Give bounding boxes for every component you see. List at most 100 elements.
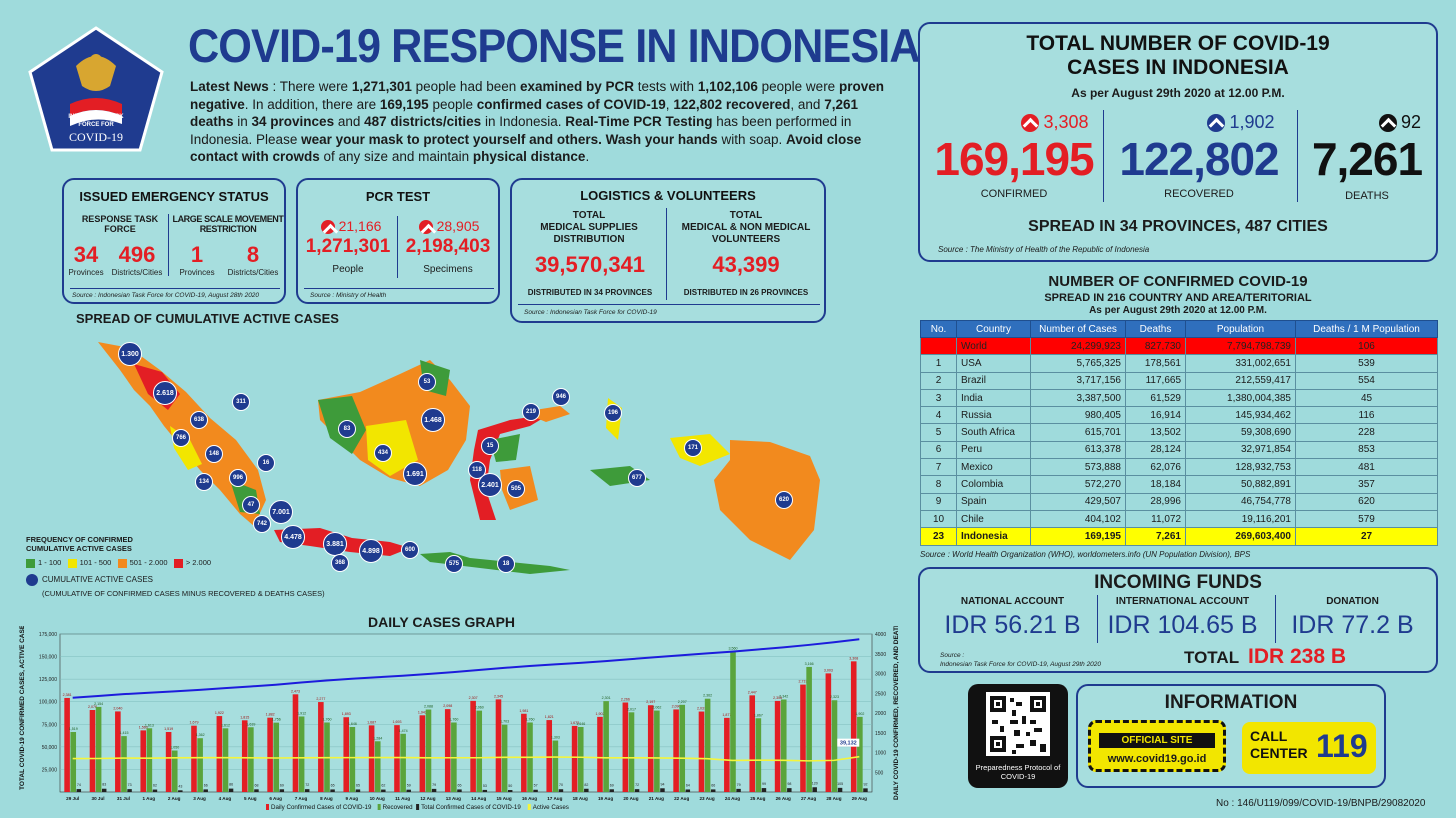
y-axis-label: TOTAL COVID-19 CONFIRMED CASES, ACTIVE C… [19, 626, 26, 790]
arrow-up-icon [1021, 114, 1040, 133]
map-bubble: 16 [257, 454, 275, 472]
table-cell: 429,507 [1030, 492, 1126, 511]
bar-daily-confirmed [470, 700, 476, 792]
deaths-value: 7,261 [1311, 133, 1423, 185]
bar-label-recovered: 2,060 [475, 706, 484, 710]
bar-daily-confirmed [825, 673, 832, 792]
map-bubble: 196 [604, 404, 622, 422]
bar-daily-confirmed [749, 695, 756, 792]
news-text: . In addition, there are [244, 96, 380, 112]
legend-swatch [416, 804, 420, 810]
table-cell: 404,102 [1030, 509, 1126, 529]
bar-label-recovered: 1,756 [272, 718, 281, 722]
x-tick-label: 4 Aug [219, 796, 232, 801]
bar-label-deaths: 43 [178, 784, 182, 788]
bar-label-deaths: 74 [77, 783, 81, 787]
bar-label-confirmed: 2,098 [443, 704, 452, 708]
legend-item: > 2.000 [173, 558, 211, 568]
bar-label-confirmed: 1,922 [215, 711, 224, 715]
table-cell: 106 [1295, 336, 1438, 356]
bar-label-confirmed: 3,308 [849, 656, 858, 660]
official-site-link[interactable]: OFFICIAL SITE www.covid19.go.id [1088, 720, 1226, 772]
bar-daily-recovered [654, 710, 660, 792]
funds-total-value: IDR 238 B [1248, 645, 1347, 668]
national-account-label: NATIONAL ACCOUNT [960, 596, 1065, 607]
bar-label-recovered: 1,760 [322, 717, 331, 721]
map-bubble: 118 [468, 461, 486, 479]
bar-label-recovered: 2,088 [424, 705, 433, 709]
recovered-value: 122,802 [1119, 133, 1279, 185]
bar-daily-deaths [533, 789, 538, 792]
table-cell: 18,184 [1125, 475, 1186, 494]
x-tick-label: 29 Jul [66, 796, 79, 801]
table-cell: 7,261 [1125, 527, 1186, 546]
y2-axis-label: DAILY COVID-19 CONFIRMED, RECOVERED, AND… [893, 626, 900, 800]
pcr-specimen-increase: 28,905 [400, 218, 498, 235]
table-cell: 6 [920, 440, 957, 460]
bar-daily-confirmed [419, 715, 426, 792]
news-num: 169,195 [379, 96, 429, 112]
total-cases-panel: TOTAL NUMBER OF COVID-19 CASES IN INDONES… [918, 22, 1438, 262]
bar-daily-confirmed [165, 731, 172, 792]
table-cell: 5 [920, 423, 957, 442]
table-cell: 579 [1295, 509, 1438, 529]
bar-daily-confirmed [774, 700, 781, 792]
bar-daily-deaths [787, 788, 792, 792]
bar-daily-confirmed [571, 725, 578, 792]
bar-daily-deaths [330, 789, 335, 792]
x-tick-label: 14 Aug [471, 796, 486, 801]
bar-label-deaths: 66 [204, 783, 208, 787]
bar-label-deaths: 79 [432, 783, 436, 787]
bar-daily-deaths [482, 789, 488, 792]
map-bubble: 1.691 [403, 462, 427, 486]
call-center-button[interactable]: CALL CENTER 119 [1242, 722, 1376, 774]
bar-daily-deaths [736, 788, 741, 792]
divider [1297, 110, 1298, 202]
bar-daily-recovered [552, 740, 559, 792]
table-cell: Indonesia [956, 527, 1031, 546]
table-cell: 5,765,325 [1030, 354, 1126, 373]
bar-daily-deaths [381, 789, 386, 792]
table-cell: 212,559,417 [1185, 371, 1296, 390]
col-label-task-force: RESPONSE TASK FORCE [81, 214, 159, 234]
table-cell: 178,561 [1125, 354, 1186, 373]
y2-tick-label: 3500 [875, 652, 886, 658]
x-tick-label: 19 Aug [598, 796, 613, 801]
bar-daily-recovered [704, 698, 711, 792]
map-bubble: 18 [497, 555, 515, 573]
totals-asof: As per August 29th 2020 at 12.00 P.M. [1071, 86, 1285, 100]
x-tick-label: 28 Aug [826, 796, 841, 801]
bar-daily-recovered [806, 666, 812, 792]
x-tick-label: 31 Jul [117, 796, 130, 801]
international-account-label: INTERNATIONAL ACCOUNT [1115, 596, 1250, 607]
table-cell: 23 [920, 527, 957, 546]
bar-daily-confirmed [64, 697, 70, 792]
pcr-people-increase: 21,166 [302, 218, 400, 235]
bar-daily-deaths [457, 789, 462, 792]
bar-label-deaths: 59 [407, 784, 411, 788]
bar-label-deaths: 105 [837, 782, 843, 786]
legend-label: Total Confirmed Cases of COVID-19 [421, 804, 521, 811]
distribution-note: DISTRIBUTED IN 26 PROVINCES [683, 288, 809, 297]
news-text: tests with [634, 79, 698, 94]
chart-title: DAILY CASES GRAPH [368, 614, 516, 630]
value-provinces-tf: 34 [73, 242, 99, 267]
bar-label-deaths: 69 [280, 783, 284, 787]
bar-label-recovered: 2,323 [830, 695, 839, 699]
bar-label-recovered: 1,646 [576, 722, 585, 726]
bar-daily-deaths [279, 789, 285, 792]
medical-supplies-value: 39,570,341 [534, 252, 646, 277]
divider [304, 288, 494, 289]
donation-value: IDR 77.2 B [1291, 611, 1414, 639]
confirmed-label: CONFIRMED [980, 188, 1048, 200]
logo-text-3: COVID-19 [69, 130, 123, 144]
news-num: 1,271,301 [351, 79, 412, 94]
active-last-label: 39,132 [840, 741, 857, 747]
qr-card[interactable]: Preparedness Protocol of COVID-19 [968, 684, 1068, 788]
source-note: Source : Indonesian Task Force for COVID… [524, 309, 657, 316]
bar-label-recovered: 1,703 [500, 720, 509, 724]
table-cell: 7 [920, 458, 957, 477]
bar-daily-recovered [298, 716, 305, 792]
circle-legend-icon [26, 574, 38, 586]
bar-daily-deaths [812, 787, 817, 792]
